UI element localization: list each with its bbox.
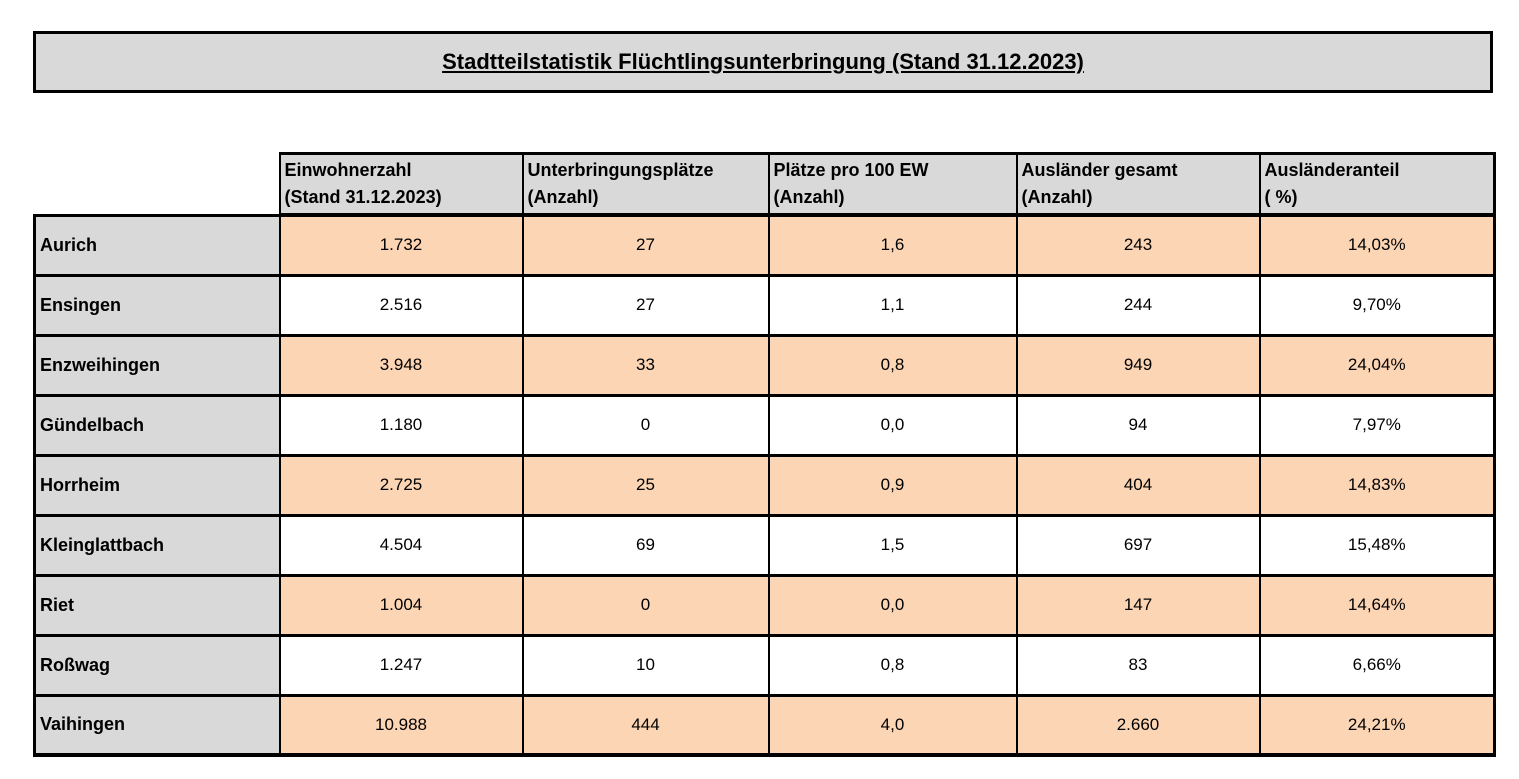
data-cell: 2.725 — [278, 453, 524, 517]
data-cell: 94 — [1015, 393, 1261, 457]
district-label: Vaihingen — [33, 693, 281, 757]
table-row: Enzweihingen 3.948 33 0,8 949 24,04% — [33, 333, 1496, 397]
table-row: Vaihingen 10.988 444 4,0 2.660 24,21% — [33, 693, 1496, 757]
title-banner: Stadtteilstatistik Flüchtlingsunterbring… — [33, 31, 1493, 93]
column-header-auslaender-gesamt: Ausländer gesamt (Anzahl) — [1015, 152, 1261, 217]
data-cell: 33 — [521, 333, 770, 397]
table-body: Aurich 1.732 27 1,6 243 14,03% Ensingen 2.516 27… — [33, 213, 1496, 757]
column-header-line2: (Anzahl) — [527, 187, 599, 207]
data-cell: 404 — [1015, 453, 1261, 517]
column-header-einwohnerzahl: Einwohnerzahl (Stand 31.12.2023) — [278, 152, 524, 217]
column-header-auslaenderanteil: Ausländeranteil ( %) — [1258, 152, 1496, 217]
data-cell: 1,5 — [767, 513, 1018, 577]
district-statistics-table: Einwohnerzahl (Stand 31.12.2023) Unterbr… — [33, 152, 1496, 757]
data-cell: 1,1 — [767, 273, 1018, 337]
data-cell: 1.247 — [278, 633, 524, 697]
column-header-unterbringungsplaetze: Unterbringungsplätze (Anzahl) — [521, 152, 770, 217]
district-label: Aurich — [33, 213, 281, 277]
column-header-line1: Ausländeranteil — [1264, 160, 1400, 180]
data-cell: 1.180 — [278, 393, 524, 457]
data-cell: 0 — [521, 393, 770, 457]
header-row: Einwohnerzahl (Stand 31.12.2023) Unterbr… — [35, 152, 1496, 217]
district-label: Kleinglattbach — [33, 513, 281, 577]
data-cell: 243 — [1015, 213, 1261, 277]
table-row: Gündelbach 1.180 0 0,0 94 7,97% — [33, 393, 1496, 457]
data-cell: 0 — [521, 573, 770, 637]
data-cell: 1.732 — [278, 213, 524, 277]
table-row: Ensingen 2.516 27 1,1 244 9,70% — [33, 273, 1496, 337]
data-cell: 10 — [521, 633, 770, 697]
column-header-line1: Ausländer gesamt — [1021, 160, 1178, 180]
data-cell: 4.504 — [278, 513, 524, 577]
data-cell: 0,8 — [767, 633, 1018, 697]
data-cell: 83 — [1015, 633, 1261, 697]
data-cell: 147 — [1015, 573, 1261, 637]
data-cell: 949 — [1015, 333, 1261, 397]
data-cell: 14,83% — [1258, 453, 1496, 517]
table-row: Riet 1.004 0 0,0 147 14,64% — [33, 573, 1496, 637]
data-cell: 14,64% — [1258, 573, 1496, 637]
data-cell: 6,66% — [1258, 633, 1496, 697]
data-cell: 2.660 — [1015, 693, 1261, 757]
district-label: Gündelbach — [33, 393, 281, 457]
column-header-plaetze-pro-100-ew: Plätze pro 100 EW (Anzahl) — [767, 152, 1018, 217]
column-header-line1: Plätze pro 100 EW — [773, 160, 929, 180]
data-cell: 10.988 — [278, 693, 524, 757]
data-cell: 24,21% — [1258, 693, 1496, 757]
table-row: Roßwag 1.247 10 0,8 83 6,66% — [33, 633, 1496, 697]
data-cell: 69 — [521, 513, 770, 577]
data-cell: 14,03% — [1258, 213, 1496, 277]
table-row: Aurich 1.732 27 1,6 243 14,03% — [33, 213, 1496, 277]
data-cell: 15,48% — [1258, 513, 1496, 577]
data-cell: 27 — [521, 213, 770, 277]
column-header-line1: Unterbringungsplätze — [527, 160, 714, 180]
data-cell: 244 — [1015, 273, 1261, 337]
data-cell: 1.004 — [278, 573, 524, 637]
data-cell: 24,04% — [1258, 333, 1496, 397]
data-cell: 2.516 — [278, 273, 524, 337]
column-header-line2: ( %) — [1264, 187, 1298, 207]
data-cell: 0,0 — [767, 573, 1018, 637]
data-cell: 0,0 — [767, 393, 1018, 457]
table-row: Horrheim 2.725 25 0,9 404 14,83% — [33, 453, 1496, 517]
data-cell: 444 — [521, 693, 770, 757]
data-cell: 3.948 — [278, 333, 524, 397]
district-label: Ensingen — [33, 273, 281, 337]
data-cell: 7,97% — [1258, 393, 1496, 457]
data-cell: 27 — [521, 273, 770, 337]
district-label: Horrheim — [33, 453, 281, 517]
table-row: Kleinglattbach 4.504 69 1,5 697 15,48% — [33, 513, 1496, 577]
data-cell: 0,8 — [767, 333, 1018, 397]
district-label: Roßwag — [33, 633, 281, 697]
data-cell: 9,70% — [1258, 273, 1496, 337]
column-header-line2: (Anzahl) — [1021, 187, 1093, 207]
data-cell: 25 — [521, 453, 770, 517]
column-header-line1: Einwohnerzahl — [284, 160, 412, 180]
data-cell: 4,0 — [767, 693, 1018, 757]
column-header-line2: (Anzahl) — [773, 187, 845, 207]
data-cell: 697 — [1015, 513, 1261, 577]
district-label: Riet — [33, 573, 281, 637]
district-label: Enzweihingen — [33, 333, 281, 397]
page-title: Stadtteilstatistik Flüchtlingsunterbring… — [442, 49, 1084, 74]
column-header-line2: (Stand 31.12.2023) — [284, 187, 442, 207]
data-cell: 1,6 — [767, 213, 1018, 277]
data-cell: 0,9 — [767, 453, 1018, 517]
corner-spacer — [35, 154, 280, 216]
